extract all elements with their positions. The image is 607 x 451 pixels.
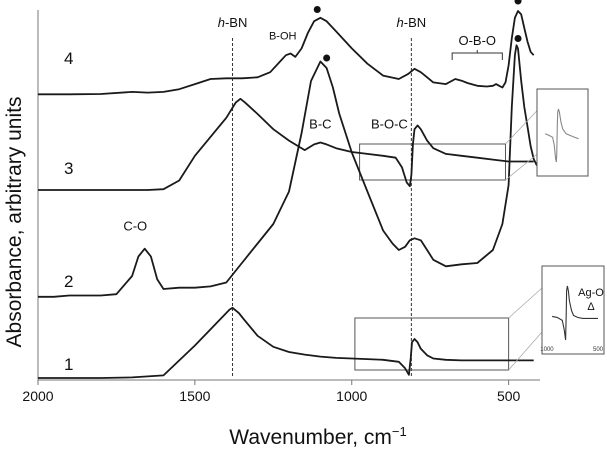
inset-annotation: Δ: [587, 301, 595, 313]
peak-annotation: C-O: [123, 219, 147, 234]
spectrum-line-3: [38, 97, 534, 191]
y-axis-label: Absorbance, arbitrary units: [3, 97, 26, 348]
peak-marker-dot: [313, 6, 321, 13]
series-number-label: 3: [64, 159, 73, 178]
zoom-region-box: [359, 143, 506, 181]
peak-marker-dot: [514, 0, 522, 5]
reference-lines: h-BN h-BN: [218, 15, 426, 378]
x-axis-label-unit-exponent: −1: [392, 424, 407, 439]
spectra-series: 1 2 3 4: [38, 10, 538, 379]
x-tick-label: 500: [497, 388, 521, 404]
zoom-region-box: [354, 317, 510, 371]
peak-annotations: B-OH B-C B-O-C O-B-O C-O: [123, 31, 503, 234]
series-number-label: 1: [64, 355, 73, 374]
o-b-o-bracket: [451, 50, 503, 60]
inset-panels: 1000 500 Ag-O Δ: [505, 88, 605, 371]
x-axis-label: Wavenumber, cm−1: [229, 424, 406, 449]
inset-connector: [505, 153, 538, 181]
peak-markers: [313, 0, 522, 62]
inset-connector: [508, 287, 543, 319]
inset-connector: [505, 110, 538, 145]
peak-marker-dot: [514, 35, 522, 42]
spectrum-line-1: [38, 306, 534, 379]
x-tick-labels: 2000 1500 1000 500: [22, 380, 521, 404]
h-bn-label: h-BN: [397, 15, 427, 30]
inset-curve: [544, 108, 579, 163]
axes-frame: [37, 10, 540, 381]
inset-tick-label: 1000: [540, 347, 554, 353]
inset-annotation: Ag-O: [578, 287, 604, 299]
x-tick-label: 1500: [179, 388, 210, 404]
spectrum-line-4: [38, 10, 535, 96]
series-number-label: 2: [64, 272, 73, 291]
peak-annotation: B-O-C: [371, 117, 408, 132]
h-bn-label: h-BN: [218, 15, 248, 30]
peak-marker-dot: [323, 54, 331, 62]
peak-annotation: B-OH: [269, 31, 297, 43]
x-tick-label: 2000: [22, 388, 53, 404]
spectrum-line-2: [38, 44, 538, 298]
peak-annotation: O-B-O: [458, 33, 496, 48]
inset-tick-label: 500: [593, 347, 604, 353]
inset-panel: [541, 265, 605, 355]
x-axis-label-text: Wavenumber, cm: [229, 426, 392, 449]
inset-connector: [508, 331, 543, 371]
x-tick-label: 1000: [336, 388, 367, 404]
inset-curve: [551, 285, 598, 341]
inset-panel: [536, 88, 589, 177]
peak-annotation: B-C: [309, 117, 331, 132]
series-number-label: 4: [64, 49, 73, 68]
